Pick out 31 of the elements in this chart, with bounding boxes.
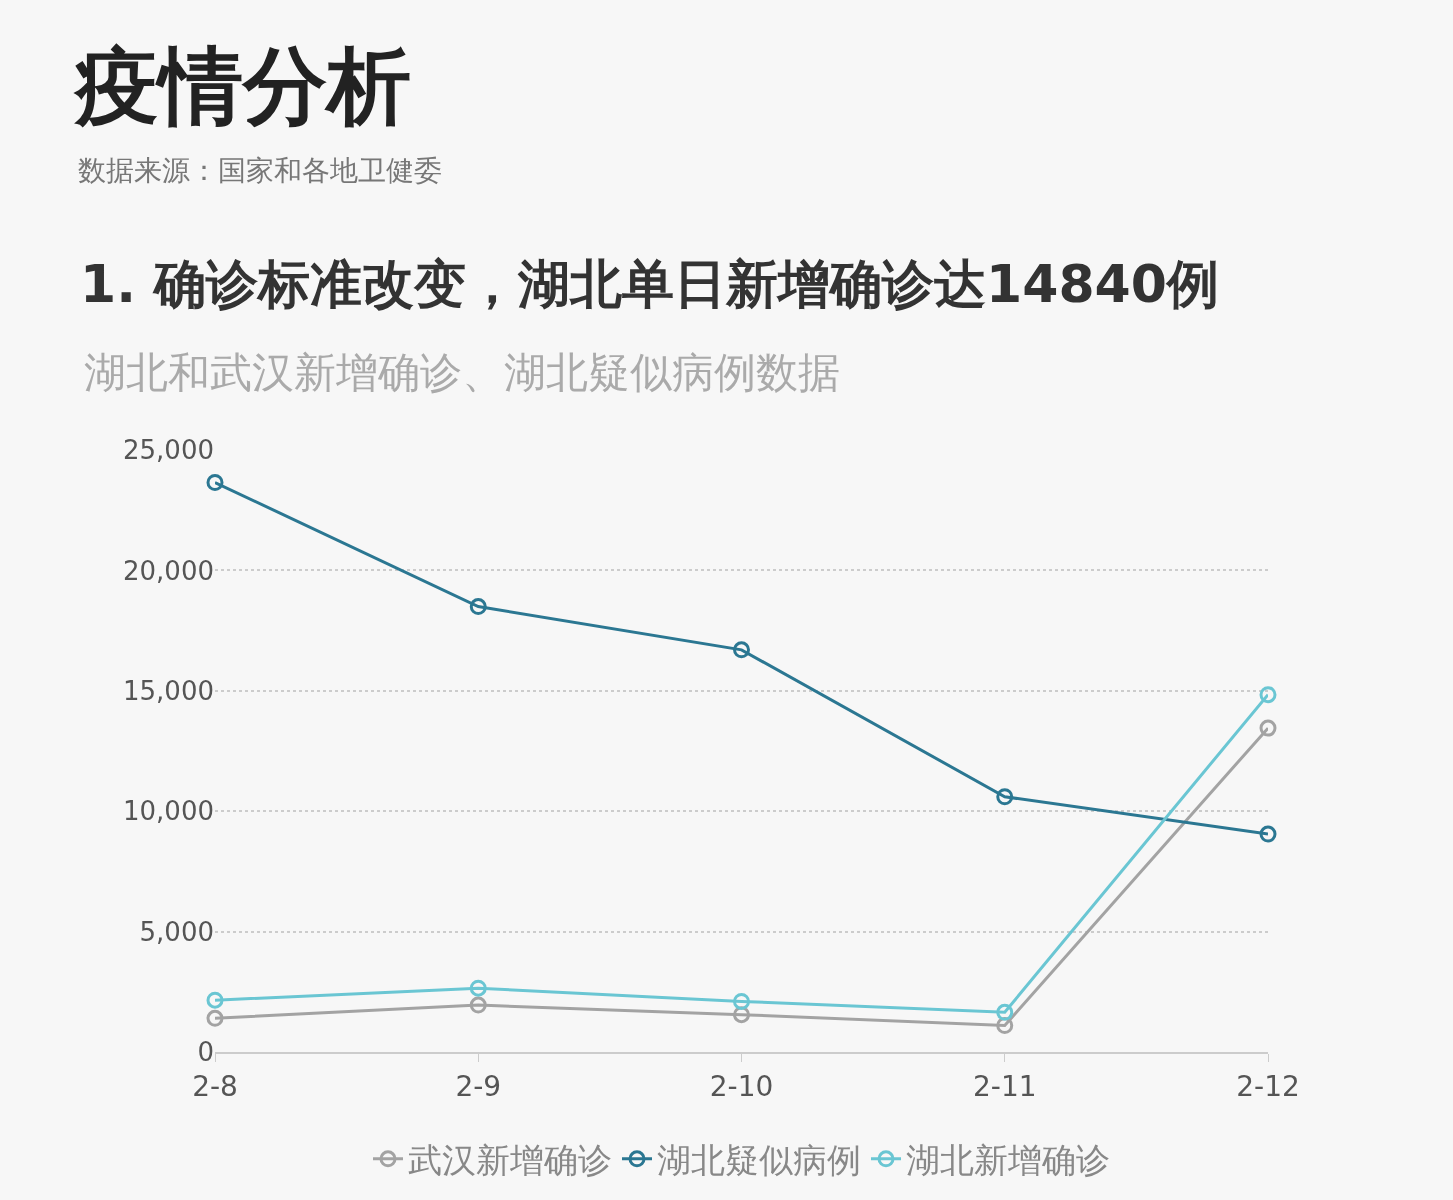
text: 疫情分析 xyxy=(75,36,411,137)
y-tick-label: 25,000 xyxy=(123,435,214,466)
point xyxy=(469,979,487,997)
point xyxy=(206,991,224,1009)
point xyxy=(206,474,224,491)
chart-subtitle: 湖北和武汉新增确诊、湖北疑似病例数据 xyxy=(84,347,840,399)
point xyxy=(206,1009,224,1027)
point xyxy=(733,641,750,659)
point xyxy=(469,996,487,1014)
x-tick-label: 2-12 xyxy=(1236,1069,1300,1103)
y-tick-label: 0 xyxy=(197,1037,214,1068)
x-tick-label: 2-11 xyxy=(972,1069,1037,1103)
point xyxy=(996,1003,1014,1021)
x-tick-label: 2-8 xyxy=(192,1069,238,1103)
source-note: 数据来源：国家和各地卫健委 xyxy=(78,153,442,189)
point xyxy=(733,992,750,1010)
point xyxy=(469,598,487,616)
point xyxy=(996,788,1014,806)
point xyxy=(1259,825,1277,843)
legend-label: 湖北疑似病例 xyxy=(657,1140,861,1181)
x-tick-label: 2-10 xyxy=(709,1069,774,1103)
point xyxy=(1259,686,1277,704)
legend-label: 湖北新增确诊 xyxy=(906,1140,1110,1181)
y-tick-label: 20,000 xyxy=(123,555,214,586)
y-tick-label: 15,000 xyxy=(123,675,214,706)
y-tick-label: 5,000 xyxy=(139,916,214,947)
point xyxy=(1259,719,1277,737)
y-tick-label: 10,000 xyxy=(123,796,214,827)
legend-label: 武汉新增确诊 xyxy=(408,1140,612,1181)
chart-title: 1. 确诊标准改变，湖北单日新增确诊达14840例 xyxy=(80,253,1219,316)
x-tick-label: 2-9 xyxy=(455,1069,502,1103)
